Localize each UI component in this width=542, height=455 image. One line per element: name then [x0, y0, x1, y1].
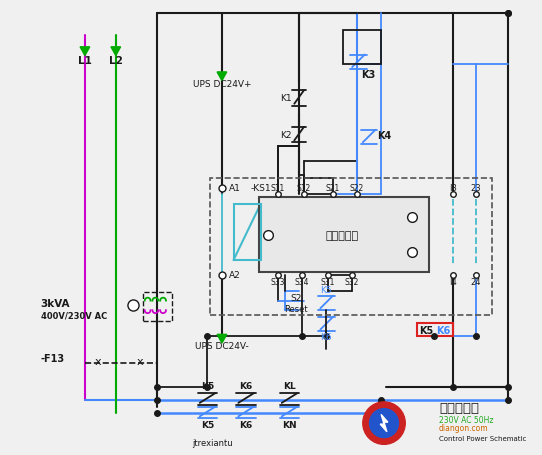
Text: -KS1: -KS1: [251, 184, 272, 193]
Text: K5: K5: [420, 326, 434, 336]
Text: S22: S22: [350, 184, 364, 193]
Text: 24: 24: [470, 277, 481, 286]
Text: A1: A1: [229, 184, 241, 193]
Text: S33: S33: [270, 277, 285, 286]
Text: S2: S2: [291, 293, 302, 303]
Text: 安全继电器: 安全继电器: [326, 231, 359, 240]
Bar: [417, 323, 454, 337]
Text: -F13: -F13: [41, 354, 64, 364]
Text: K5: K5: [201, 420, 214, 429]
Polygon shape: [111, 48, 121, 56]
Polygon shape: [380, 415, 388, 432]
Text: diangon.com: diangon.com: [439, 424, 489, 433]
Text: S34: S34: [295, 277, 309, 286]
Text: 23: 23: [470, 184, 481, 193]
Text: S12: S12: [297, 184, 311, 193]
Text: S11: S11: [271, 184, 285, 193]
Text: 230V AC 50Hz: 230V AC 50Hz: [439, 415, 494, 424]
Text: 3kVA: 3kVA: [41, 299, 70, 309]
Text: L2: L2: [109, 56, 122, 66]
Text: K6: K6: [436, 326, 450, 336]
Polygon shape: [217, 73, 227, 81]
Text: K6: K6: [240, 420, 253, 429]
Text: KL: KL: [283, 381, 296, 390]
Text: I4: I4: [450, 277, 457, 286]
Text: x: x: [95, 357, 102, 367]
Text: K1: K1: [280, 94, 292, 103]
Text: UPS DC24V-: UPS DC24V-: [195, 342, 249, 351]
Text: S31: S31: [321, 277, 335, 286]
Text: K6: K6: [240, 381, 253, 390]
Text: A2: A2: [229, 270, 241, 279]
Bar: [210, 179, 492, 315]
Text: 电工学习网: 电工学习网: [439, 401, 479, 415]
Text: jtrexiantu: jtrexiantu: [192, 438, 233, 447]
Circle shape: [370, 409, 398, 438]
Text: K6: K6: [320, 332, 332, 341]
Text: K5: K5: [320, 285, 332, 294]
Text: x: x: [137, 357, 143, 367]
Text: Reset: Reset: [285, 304, 308, 313]
Bar: [143, 292, 172, 321]
Text: UPS DC24V+: UPS DC24V+: [192, 80, 251, 89]
Text: Control Power Schematic: Control Power Schematic: [439, 435, 526, 440]
Text: S21: S21: [326, 184, 340, 193]
Text: 400V/230V AC: 400V/230V AC: [41, 311, 107, 320]
Text: K2: K2: [280, 131, 292, 140]
Text: K5: K5: [201, 381, 214, 390]
Text: K4: K4: [377, 130, 391, 140]
Text: L1: L1: [78, 56, 92, 66]
Text: KN: KN: [282, 420, 297, 429]
Text: I3: I3: [449, 184, 457, 193]
Text: S32: S32: [345, 277, 359, 286]
Bar: [343, 31, 381, 65]
Text: K3: K3: [362, 70, 376, 80]
Bar: [234, 205, 261, 261]
Circle shape: [363, 402, 405, 445]
Polygon shape: [217, 334, 227, 343]
Polygon shape: [80, 48, 90, 56]
Bar: [259, 198, 429, 272]
